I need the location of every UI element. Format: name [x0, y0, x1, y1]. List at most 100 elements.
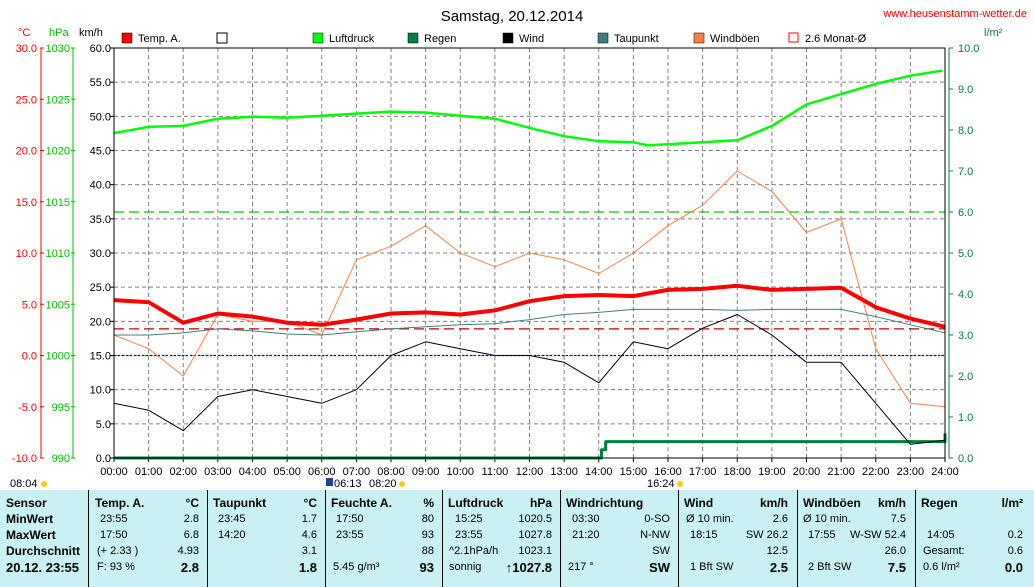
x-tick-label: 14:00	[585, 466, 613, 478]
windboeen-max-value: W-SW 52.4	[849, 529, 906, 541]
feuchte-unit: %	[423, 496, 434, 510]
windrichtung-degrees: 217 °	[568, 561, 594, 573]
reference-lines	[114, 211, 945, 357]
x-tick-label: 00:00	[100, 466, 128, 478]
wind-tick-label: 35.0	[90, 214, 111, 226]
temp-tick-label: 30.0	[16, 43, 37, 55]
regen-current-value: 0.0	[1004, 560, 1023, 575]
x-tick-label: 17:00	[689, 466, 717, 478]
taupunkt-header: Taupunkt	[213, 496, 267, 510]
statistics-table: Sensor MinWert MaxWert Durchschnitt 20.1…	[0, 490, 1034, 587]
x-tick-label: 08:00	[377, 466, 405, 478]
temp-max-time: 17:50	[100, 529, 128, 541]
wind-tick-label: 10.0	[90, 385, 111, 397]
wind-tick-label: 40.0	[90, 180, 111, 192]
wind-tick-label: 5.0	[96, 419, 111, 431]
rain-tick-label: 8.0	[958, 125, 973, 137]
wind-avg-value: 12.5	[766, 545, 788, 557]
x-tick-label: 24:00	[931, 466, 959, 478]
moon-time-label: 06:13	[334, 478, 362, 490]
legend-swatch	[407, 32, 419, 44]
wind-tick-label: 55.0	[90, 77, 111, 89]
temp-max-value: 6.8	[183, 529, 199, 541]
temp-tick-label: -10.0	[12, 453, 37, 465]
regen-gesamt-label: Gesamt:	[923, 545, 965, 557]
regen-gesamt-value: 0.6	[1007, 545, 1023, 557]
temp-humidity-note: F: 93 %	[97, 561, 135, 573]
temp-tick-label: 15.0	[16, 197, 37, 209]
start-sun-icon	[41, 481, 47, 487]
chart-title: Samstag, 20.12.2014	[441, 8, 584, 25]
pressure-tick-label: 1020	[46, 146, 70, 158]
windboeen-avg-period: Ø 10 min.	[803, 513, 851, 525]
legend-swatch	[121, 32, 133, 44]
temp-current-value: 2.8	[180, 560, 199, 575]
regen-max-rate: 0.2	[1007, 529, 1023, 541]
regen-max-time: 14:05	[927, 529, 955, 541]
luftdruck-unit: hPa	[529, 496, 552, 510]
legend-label: Temp. A.	[138, 33, 181, 45]
legend-label: Luftdruck	[329, 33, 375, 45]
temp-tick-label: -5.0	[18, 402, 37, 414]
legend-swatch	[312, 32, 324, 44]
x-tick-label: 10:00	[446, 466, 474, 478]
windrichtung-max-value: N-NW	[640, 529, 670, 541]
moon-icon	[326, 478, 333, 486]
wind-unit: km/h	[759, 496, 788, 510]
temp-tick-label: 0.0	[22, 351, 37, 363]
legend: Temp. A. Luftdruck Regen Wind Taupunkt Windbö…	[121, 32, 867, 45]
regen-unit: l/m²	[1001, 496, 1023, 510]
windboeen-10min-value: 7.5	[890, 513, 906, 525]
minwert-label: MinWert	[6, 512, 54, 526]
column-separator	[442, 490, 443, 587]
pressure-axis-unit: hPa	[49, 27, 69, 39]
sunrise-label: 08:20	[369, 478, 397, 490]
rain-tick-label: 5.0	[958, 248, 973, 260]
x-tick-label: 18:00	[723, 466, 751, 478]
x-tick-label: 02:00	[169, 466, 197, 478]
wind-max-value: SW 26.2	[745, 529, 788, 541]
luftdruck-min-time: 15:25	[455, 513, 483, 525]
legend-label: Regen	[424, 33, 456, 45]
series-wind	[113, 314, 946, 445]
wind-tick-label: 0.0	[96, 453, 111, 465]
rain-axis-unit: l/m²	[984, 27, 1003, 39]
axis-tick-labels: 60.0 55.0 50.0 45.0 40.0 35.0 30.0 25.0 20.0 15.0…	[12, 43, 980, 478]
column-separator	[88, 490, 89, 587]
temp-unit: °C	[185, 496, 199, 510]
site-label: www.heusenstamm-wetter.de	[882, 8, 1027, 20]
x-tick-label: 06:00	[308, 466, 336, 478]
pressure-tick-label: 1025	[46, 94, 70, 106]
wind-tick-label: 45.0	[90, 146, 111, 158]
luftdruck-current-value: ↑1027.8	[505, 560, 552, 575]
windrichtung-max-time: 21:20	[572, 529, 600, 541]
legend-swatch-hollow	[788, 32, 799, 43]
series-temp-a	[113, 283, 946, 329]
pressure-tick-label: 995	[52, 402, 70, 414]
temp-min-value: 2.8	[183, 513, 199, 525]
sunset-label: 16:24	[647, 478, 675, 490]
pressure-tick-label: 1000	[46, 351, 70, 363]
windrichtung-current-value: SW	[649, 560, 670, 575]
taupunkt-avg-value: 3.1	[301, 545, 317, 557]
column-separator	[560, 490, 561, 587]
x-tick-label: 23:00	[897, 466, 925, 478]
temp-min-time: 23:55	[100, 513, 128, 525]
sunrise-icon	[399, 481, 405, 487]
wind-header: Wind	[684, 496, 714, 510]
sunset-icon	[677, 481, 683, 487]
x-tick-label: 09:00	[412, 466, 440, 478]
x-tick-label: 04:00	[239, 466, 267, 478]
windrichtung-avg-value: SW	[652, 545, 670, 557]
legend-label: Windböen	[710, 33, 760, 45]
legend-swatch	[502, 32, 514, 44]
windboeen-unit: km/h	[877, 496, 906, 510]
wind-tick-label: 15.0	[90, 351, 111, 363]
temp-avg-value: 4.93	[177, 545, 199, 557]
x-tick-label: 21:00	[827, 466, 855, 478]
start-time-label: 08:04	[10, 478, 38, 490]
wind-avg-period: Ø 10 min.	[686, 513, 734, 525]
x-tick-label: 15:00	[620, 466, 648, 478]
legend-label: 2.6 Monat-Ø	[805, 33, 867, 45]
temp-tick-label: 5.0	[22, 299, 37, 311]
